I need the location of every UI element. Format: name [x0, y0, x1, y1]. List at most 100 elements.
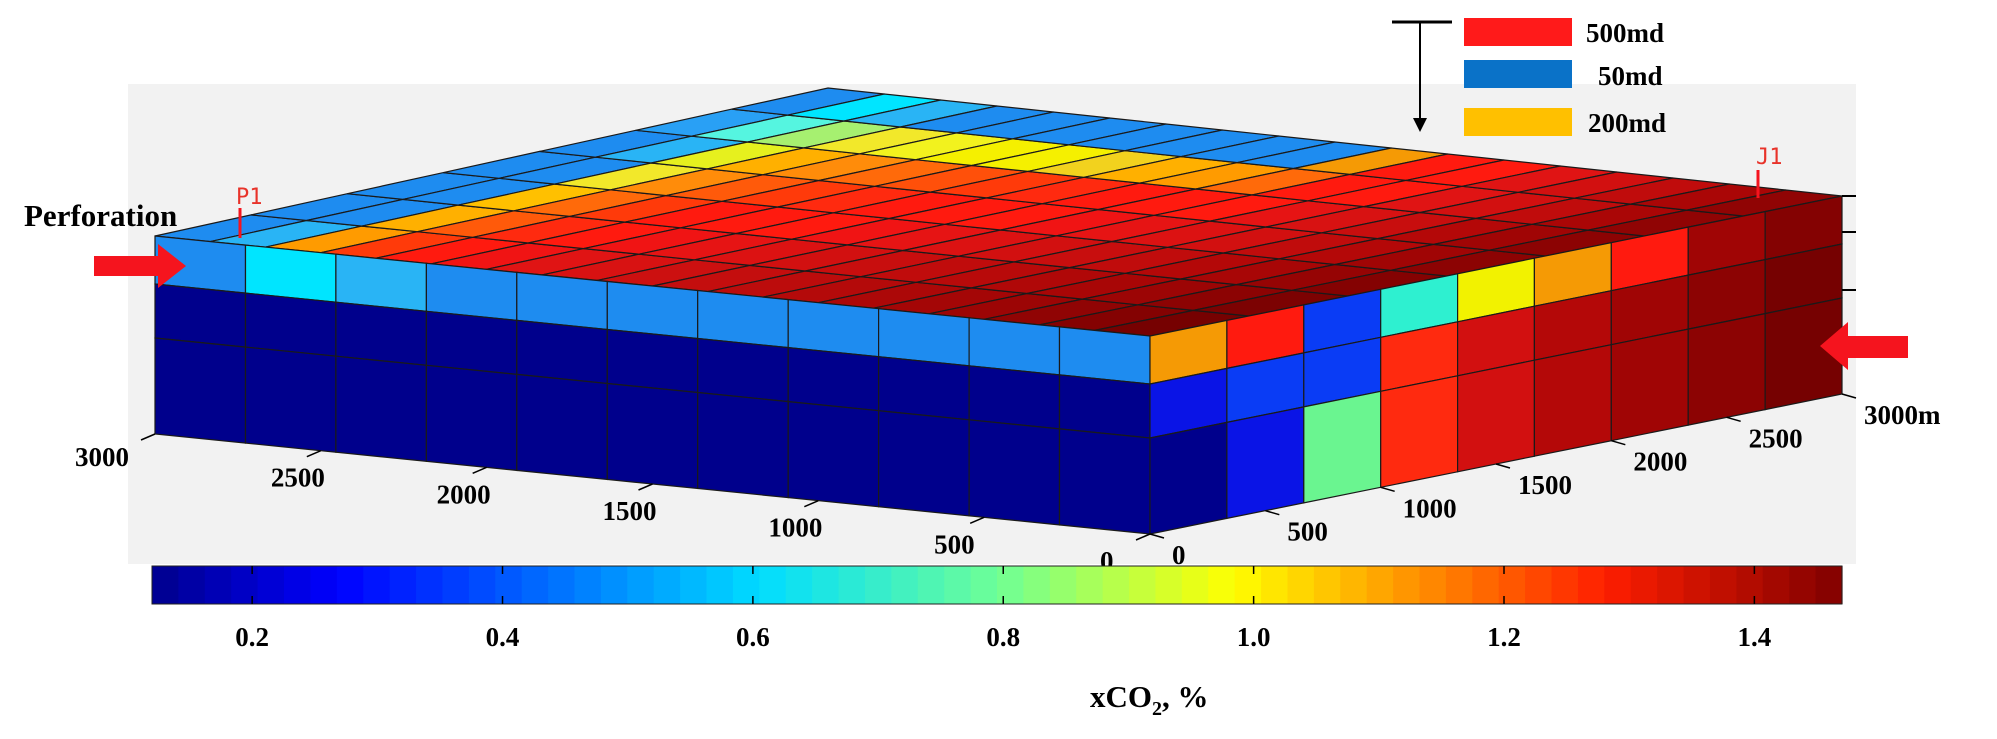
colorbar-segment	[970, 566, 998, 604]
colorbar-segment	[732, 566, 760, 604]
front-cell-layer3	[425, 364, 518, 472]
colorbar-segment	[1208, 566, 1236, 604]
colorbar-segment	[1340, 566, 1368, 604]
front-cell-layer1	[968, 317, 1061, 376]
colorbar-title-subscript: 2	[1152, 698, 1162, 720]
colorbar-segment	[1366, 566, 1394, 604]
colorbar-segment	[1023, 566, 1051, 604]
colorbar-frame	[151, 565, 1843, 605]
right-axis-label: 1000	[1403, 493, 1457, 523]
right-axis-label: 2000	[1633, 447, 1687, 477]
front-cell-layer1	[335, 253, 427, 312]
colorbar-segment	[231, 566, 259, 604]
colorbar-segment	[944, 566, 972, 604]
legend-swatch-50md	[1464, 60, 1572, 88]
colorbar-segment	[653, 566, 681, 604]
front-cell-layer3	[968, 419, 1061, 526]
colorbar-segment	[706, 566, 734, 604]
front-cell-layer1	[697, 289, 789, 349]
front-axis-tick	[1135, 533, 1151, 541]
right-axis-tick	[1726, 416, 1741, 423]
colorbar-segment	[627, 566, 655, 604]
colorbar-segment	[600, 566, 628, 604]
front-cell-layer3	[697, 391, 789, 499]
colorbar-segment	[812, 566, 840, 604]
colorbar-segment	[389, 566, 417, 604]
legend-label-500md: 500md	[1586, 18, 1664, 48]
well-j1-label: J1	[1756, 145, 1783, 170]
front-cell-layer3	[877, 410, 970, 517]
front-cell-layer3	[244, 346, 337, 453]
colorbar-segment	[310, 566, 338, 604]
colorbar-segment	[1419, 566, 1447, 604]
front-cell-layer2	[244, 292, 337, 357]
colorbar-segment	[680, 566, 708, 604]
front-cell-layer1	[877, 308, 970, 367]
colorbar-title: xCO2, %	[1090, 679, 1209, 720]
reservoir-model-3d	[154, 87, 1856, 535]
colorbar-segment	[1287, 566, 1315, 604]
perforation-label: Perforation	[24, 198, 177, 233]
colorbar-segment	[1076, 566, 1104, 604]
colorbar-segment	[336, 566, 364, 604]
front-cell-layer1	[606, 280, 699, 340]
right-cell-layer3	[1226, 406, 1305, 520]
right-cell-layer3	[1456, 359, 1536, 473]
front-cell-layer3	[787, 400, 880, 508]
right-cell-layer3	[1303, 390, 1382, 504]
colorbar-label: 1.0	[1237, 622, 1271, 652]
colorbar-segment	[838, 566, 866, 604]
right-cell-layer3	[1380, 375, 1459, 489]
colorbar-segment	[1498, 566, 1526, 604]
colorbar-segment	[917, 566, 945, 604]
colorbar-segment	[416, 566, 444, 604]
right-axis-label: 1500	[1518, 470, 1572, 500]
colorbar-segment	[1155, 566, 1183, 604]
colorbar-segment	[1393, 566, 1421, 604]
colorbar-segment	[495, 566, 523, 604]
front-cell-layer2	[787, 346, 880, 412]
legend-label-50md: 50md	[1598, 61, 1663, 91]
colorbar-segment	[1736, 566, 1764, 604]
front-cell-layer1	[244, 244, 337, 303]
colorbar-segment	[997, 566, 1025, 604]
front-cell-layer2	[154, 283, 247, 348]
right-axis-tick	[1265, 509, 1280, 516]
right-axis-tick	[1611, 439, 1626, 446]
colorbar-segment	[759, 566, 787, 604]
right-cell-layer3	[1687, 312, 1766, 426]
right-axis-tick	[1380, 486, 1395, 493]
front-cell-layer2	[968, 365, 1061, 430]
colorbar-label: 0.6	[736, 622, 770, 652]
colorbar	[151, 565, 1843, 605]
colorbar-label: 0.2	[235, 622, 269, 652]
colorbar-label: 1.4	[1737, 622, 1771, 652]
right-axis-tick	[1495, 463, 1511, 469]
legend-swatch-500md	[1464, 18, 1572, 46]
injection-arrow-left	[94, 244, 186, 288]
colorbar-segment	[1551, 566, 1579, 604]
colorbar-segment	[1472, 566, 1500, 604]
colorbar-label: 1.2	[1487, 622, 1521, 652]
right-axis-label: 0	[1172, 540, 1186, 570]
front-cell-layer2	[335, 301, 427, 366]
colorbar-segment	[548, 566, 576, 604]
legend-bracket-arrowhead	[1413, 118, 1427, 132]
front-cell-layer3	[516, 373, 608, 481]
front-cell-layer3	[154, 337, 247, 444]
colorbar-segment	[521, 566, 549, 604]
front-axis-label: 500	[934, 529, 975, 559]
front-cell-layer2	[516, 319, 608, 385]
colorbar-segment	[204, 566, 232, 604]
front-axis-label: 2000	[437, 479, 491, 509]
right-cell-layer3	[1610, 328, 1689, 442]
colorbar-title-main: xCO	[1090, 679, 1152, 714]
colorbar-segment	[1234, 566, 1262, 604]
legend-swatch-200md	[1464, 108, 1572, 136]
front-cell-layer2	[697, 337, 789, 403]
colorbar-segment	[442, 566, 470, 604]
well-p1-label: P1	[236, 185, 263, 210]
colorbar-segment	[257, 566, 285, 604]
